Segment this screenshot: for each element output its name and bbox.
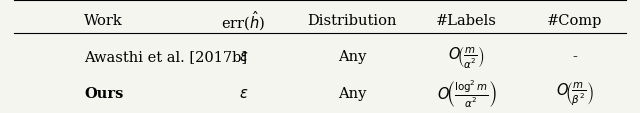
Text: Awasthi et al. [2017b]: Awasthi et al. [2017b] xyxy=(84,50,247,64)
Text: $O\!\left(\frac{m}{\beta^2}\right)$: $O\!\left(\frac{m}{\beta^2}\right)$ xyxy=(556,80,594,107)
Text: #Labels: #Labels xyxy=(436,14,497,28)
Text: Work: Work xyxy=(84,14,123,28)
Text: $\epsilon$: $\epsilon$ xyxy=(239,50,248,64)
Text: $\epsilon$: $\epsilon$ xyxy=(239,86,248,100)
Text: #Comp: #Comp xyxy=(547,14,603,28)
Text: Distribution: Distribution xyxy=(307,14,397,28)
Text: Any: Any xyxy=(338,86,366,100)
Text: err($\hat{h}$): err($\hat{h}$) xyxy=(221,9,266,32)
Text: Ours: Ours xyxy=(84,86,124,100)
Text: $O\!\left(\frac{m}{\alpha^2}\right)$: $O\!\left(\frac{m}{\alpha^2}\right)$ xyxy=(448,44,485,70)
Text: $O\!\left(\frac{\log^2 m}{\alpha^2}\right)$: $O\!\left(\frac{\log^2 m}{\alpha^2}\righ… xyxy=(436,78,497,109)
Text: Any: Any xyxy=(338,50,366,64)
Text: -: - xyxy=(572,50,577,64)
